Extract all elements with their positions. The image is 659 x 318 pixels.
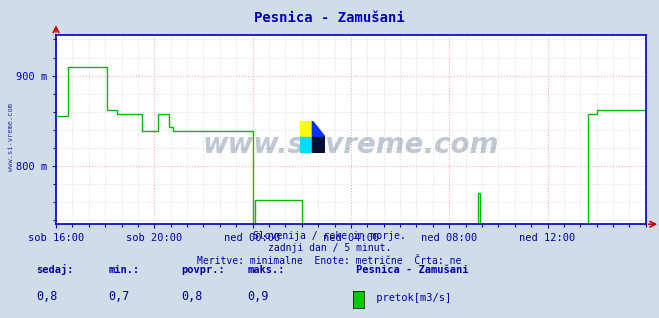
Polygon shape [300, 137, 312, 153]
Text: min.:: min.: [109, 265, 140, 275]
Text: Pesnica - Zamušani: Pesnica - Zamušani [356, 265, 469, 275]
Text: maks.:: maks.: [247, 265, 285, 275]
Text: 0,7: 0,7 [109, 290, 130, 303]
Text: Slovenija / reke in morje.: Slovenija / reke in morje. [253, 231, 406, 240]
Polygon shape [312, 121, 325, 137]
Polygon shape [300, 121, 312, 137]
Text: pretok[m3/s]: pretok[m3/s] [370, 293, 451, 303]
Text: 0,9: 0,9 [247, 290, 268, 303]
Text: zadnji dan / 5 minut.: zadnji dan / 5 minut. [268, 243, 391, 253]
Text: www.si-vreme.com: www.si-vreme.com [203, 131, 499, 159]
Text: povpr.:: povpr.: [181, 265, 225, 275]
Text: 0,8: 0,8 [181, 290, 202, 303]
Text: Meritve: minimalne  Enote: metrične  Črta: ne: Meritve: minimalne Enote: metrične Črta:… [197, 256, 462, 266]
Text: 0,8: 0,8 [36, 290, 57, 303]
Text: sedaj:: sedaj: [36, 264, 74, 275]
Polygon shape [312, 137, 325, 153]
Text: Pesnica - Zamušani: Pesnica - Zamušani [254, 11, 405, 25]
Text: www.si-vreme.com: www.si-vreme.com [8, 103, 14, 171]
